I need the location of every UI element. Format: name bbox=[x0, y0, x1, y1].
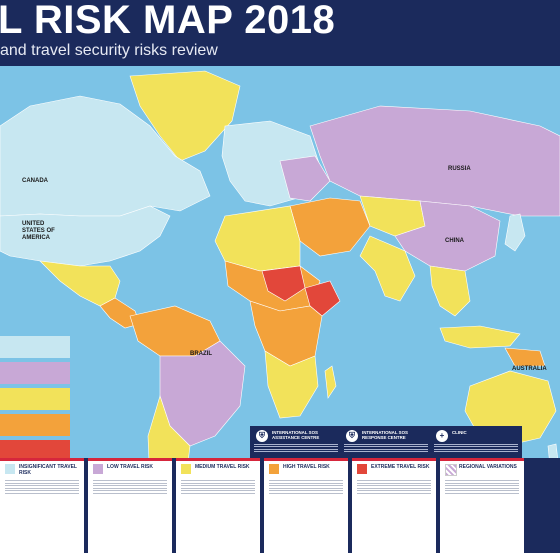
south-asia-region bbox=[359, 235, 416, 302]
north-africa-region bbox=[214, 205, 301, 272]
south-america-north-region bbox=[129, 305, 221, 357]
central-africa-region bbox=[249, 300, 323, 367]
madagascar-region bbox=[324, 365, 337, 399]
label-brazil: BRAZIL bbox=[190, 351, 212, 357]
service-assistance-centre: ⛨ INTERNATIONAL SOS ASSISTANCE CENTRE bbox=[250, 426, 340, 458]
label-canada: CANADA bbox=[22, 178, 48, 184]
legend-strip-high bbox=[0, 414, 70, 436]
legend-strip-extreme bbox=[0, 440, 70, 462]
risk-legend: INSIGNIFICANT TRAVEL RISK LOW TRAVEL RIS… bbox=[0, 458, 560, 553]
legend-title: LOW TRAVEL RISK bbox=[107, 464, 153, 470]
legend-insignificant: INSIGNIFICANT TRAVEL RISK bbox=[0, 458, 84, 553]
usa-region bbox=[0, 205, 171, 267]
services-panel: ⛨ INTERNATIONAL SOS ASSISTANCE CENTRE ⛨ … bbox=[250, 426, 522, 458]
swatch-high bbox=[269, 464, 279, 474]
legend-high: HIGH TRAVEL RISK bbox=[264, 458, 348, 553]
swatch-regional-variations bbox=[445, 464, 457, 476]
legend-title: MEDIUM TRAVEL RISK bbox=[195, 464, 250, 470]
extreme-zone-africa bbox=[261, 265, 306, 302]
legend-title: INSIGNIFICANT TRAVEL RISK bbox=[19, 464, 77, 476]
swatch-extreme bbox=[357, 464, 367, 474]
service-title: CLINIC bbox=[452, 430, 467, 435]
legend-extreme: EXTREME TRAVEL RISK bbox=[352, 458, 436, 553]
service-title: INTERNATIONAL SOS ASSISTANCE CENTRE bbox=[272, 430, 320, 440]
legend-medium: MEDIUM TRAVEL RISK bbox=[176, 458, 260, 553]
map-header: L RISK MAP 2018 and travel security risk… bbox=[0, 0, 560, 66]
shield-icon: ⛨ bbox=[256, 430, 268, 442]
legend-title: REGIONAL VARIATIONS bbox=[459, 464, 517, 470]
swatch-medium bbox=[181, 464, 191, 474]
legend-low: LOW TRAVEL RISK bbox=[88, 458, 172, 553]
medical-cross-icon: + bbox=[436, 430, 448, 442]
label-russia: RUSSIA bbox=[448, 166, 471, 172]
legend-strip-low bbox=[0, 362, 70, 384]
southern-africa-region bbox=[264, 350, 319, 419]
legend-regional-variations: REGIONAL VARIATIONS bbox=[440, 458, 524, 553]
shield-icon: ⛨ bbox=[346, 430, 358, 442]
label-australia: AUSTRALIA bbox=[512, 366, 547, 372]
legend-strip-insignificant bbox=[0, 336, 70, 358]
greenland-region bbox=[129, 70, 241, 162]
world-map-graphic bbox=[0, 70, 560, 537]
service-clinic: + CLINIC bbox=[430, 426, 520, 458]
label-china: CHINA bbox=[445, 238, 464, 244]
left-legend-strip bbox=[0, 336, 70, 466]
service-response-centre: ⛨ INTERNATIONAL SOS RESPONSE CENTRE bbox=[340, 426, 430, 458]
page-subtitle: and travel security risks review bbox=[0, 42, 218, 59]
japan-region bbox=[504, 213, 526, 252]
swatch-insignificant bbox=[5, 464, 15, 474]
legend-title: EXTREME TRAVEL RISK bbox=[371, 464, 430, 470]
middle-east-region bbox=[289, 197, 371, 257]
service-title: INTERNATIONAL SOS RESPONSE CENTRE bbox=[362, 430, 408, 440]
legend-strip-medium bbox=[0, 388, 70, 410]
page-title: L RISK MAP 2018 bbox=[0, 0, 336, 42]
indonesia-region bbox=[439, 325, 521, 349]
eastern-europe-region bbox=[279, 155, 331, 202]
horn-of-africa-region bbox=[304, 280, 341, 317]
label-usa: UNITED STATES OF AMERICA bbox=[22, 221, 55, 241]
swatch-low bbox=[93, 464, 103, 474]
papua-region bbox=[504, 347, 546, 367]
legend-title: HIGH TRAVEL RISK bbox=[283, 464, 330, 470]
southeast-asia-region bbox=[429, 265, 471, 317]
mexico-region bbox=[39, 260, 121, 307]
